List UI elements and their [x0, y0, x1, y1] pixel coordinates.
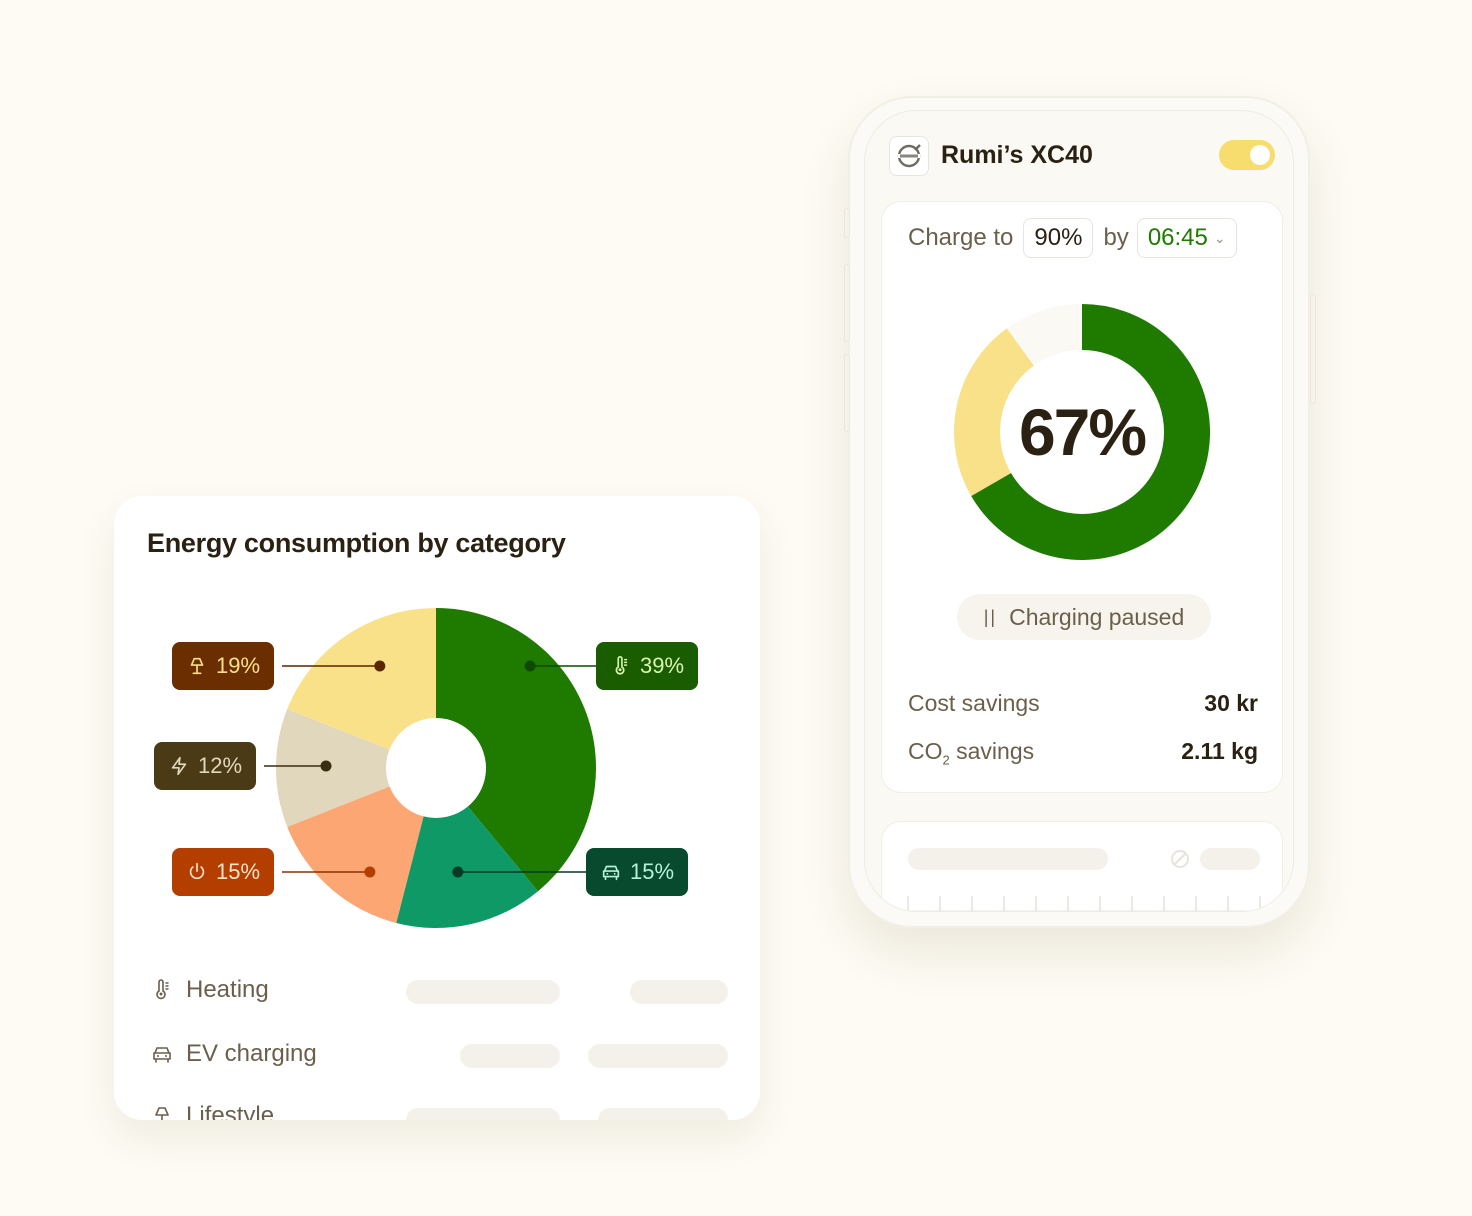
pie-slice-heating — [436, 608, 596, 892]
charge-card: Charge to 90% by 06:45 ⌄ 67% || Charging — [881, 201, 1283, 793]
clock-icon — [1171, 850, 1189, 868]
charging-toggle[interactable] — [1219, 140, 1275, 170]
skeleton-bar — [588, 1044, 728, 1068]
co2-savings-label: CO2 savings — [908, 738, 1034, 768]
badge-standby: 15% — [172, 848, 275, 896]
charge-time-value: 06:45 — [1147, 224, 1208, 251]
badge-heating-value: 39% — [640, 653, 685, 678]
charge-ring: 67% — [954, 304, 1210, 560]
charge-percent: 67% — [1018, 395, 1147, 469]
phone-screen: Rumi’s XC40 Charge to 90% by 06:45 ⌄ — [864, 110, 1294, 912]
energy-card-title: Energy consumption by category — [147, 528, 566, 558]
ring-charged-segment — [971, 304, 1210, 560]
schedule-card — [881, 821, 1283, 911]
charging-status-label: Charging paused — [1009, 603, 1185, 630]
co2-label-sub: 2 — [942, 752, 950, 768]
pie-slice-ev-charging — [396, 806, 538, 928]
charge-target-row: Charge to 90% by 06:45 ⌄ — [908, 218, 1247, 258]
skeleton-bar — [460, 1044, 560, 1068]
connector-dot — [374, 660, 386, 672]
badge-standby-value: 15% — [216, 859, 261, 884]
lamp-icon — [190, 657, 204, 675]
co2-label-main: CO — [908, 738, 943, 764]
charge-time-select[interactable]: 06:45 ⌄ — [1136, 218, 1237, 258]
charge-ring-graphic — [954, 304, 1210, 560]
badge-other: 12% — [154, 742, 257, 790]
skeleton-bar — [908, 848, 1108, 870]
connector-dot — [524, 660, 536, 672]
chevron-down-icon: ⌄ — [1213, 229, 1226, 246]
badge-ev-charging: 15% — [586, 848, 689, 896]
toggle-knob — [1250, 145, 1270, 165]
connector-dot — [320, 760, 332, 772]
skeleton-bar — [630, 980, 728, 1004]
cost-savings-value: 30 kr — [1204, 690, 1258, 716]
pie-slice-lifestyle — [287, 608, 436, 750]
skeleton-bar — [1200, 848, 1260, 870]
thermometer-icon — [615, 656, 628, 675]
badge-lifestyle: 19% — [172, 642, 275, 690]
bolt-icon — [171, 756, 187, 776]
legend-item-ev-charging[interactable]: EV charging — [150, 1040, 317, 1068]
legend-item-lifestyle[interactable]: Lifestyle — [150, 1102, 274, 1120]
connector-dot — [364, 866, 376, 878]
phone-volume-down — [844, 354, 850, 432]
timeline-ticks — [906, 896, 1262, 911]
phone-volume-up — [844, 264, 850, 342]
badge-other-value: 12% — [198, 753, 243, 778]
lamp-icon — [155, 1107, 169, 1120]
legend-item-heating[interactable]: Heating — [150, 976, 269, 1004]
phone-mockup: Rumi’s XC40 Charge to 90% by 06:45 ⌄ — [844, 96, 1316, 928]
thermometer-icon — [156, 979, 169, 1000]
co2-savings-row: CO2 savings 2.11 kg — [908, 738, 1258, 768]
car-icon — [602, 865, 620, 881]
badge-heating: 39% — [596, 642, 699, 690]
co2-savings-value: 2.11 kg — [1181, 738, 1258, 764]
energy-consumption-card: Energy consumption by category 19% 12% 1… — [114, 496, 760, 1120]
skeleton-bar — [598, 1108, 728, 1120]
energy-pie-chart — [264, 608, 596, 928]
co2-label-rest: savings — [949, 738, 1035, 764]
legend-label: EV charging — [186, 1040, 317, 1067]
skeleton-bar — [406, 1108, 560, 1120]
skeleton-bar — [406, 980, 560, 1004]
badge-ev-charging-value: 15% — [630, 859, 675, 884]
power-icon — [189, 862, 205, 880]
pie-slice-other — [276, 709, 390, 827]
ring-projected-segment — [954, 328, 1035, 496]
cost-savings-label: Cost savings — [908, 690, 1040, 716]
charge-to-label: Charge to — [908, 224, 1014, 251]
charge-target-select[interactable]: 90% — [1023, 218, 1094, 258]
phone-side-button — [844, 208, 850, 238]
cost-savings-row: Cost savings 30 kr — [908, 690, 1258, 717]
badge-lifestyle-value: 19% — [216, 653, 261, 678]
charging-status-badge: || Charging paused — [957, 594, 1211, 640]
phone-power-button — [1310, 294, 1316, 404]
vehicle-name: Rumi’s XC40 — [941, 141, 1093, 169]
legend-label: Heating — [186, 976, 269, 1003]
car-icon — [153, 1047, 171, 1063]
vehicle-header: Rumi’s XC40 — [889, 135, 1275, 179]
pie-slice-standby — [287, 786, 424, 923]
charge-by-label: by — [1103, 224, 1129, 251]
volvo-logo-icon — [889, 136, 929, 176]
connector-dot — [452, 866, 464, 878]
legend-label: Lifestyle — [186, 1102, 275, 1120]
pause-icon: || — [983, 606, 998, 627]
